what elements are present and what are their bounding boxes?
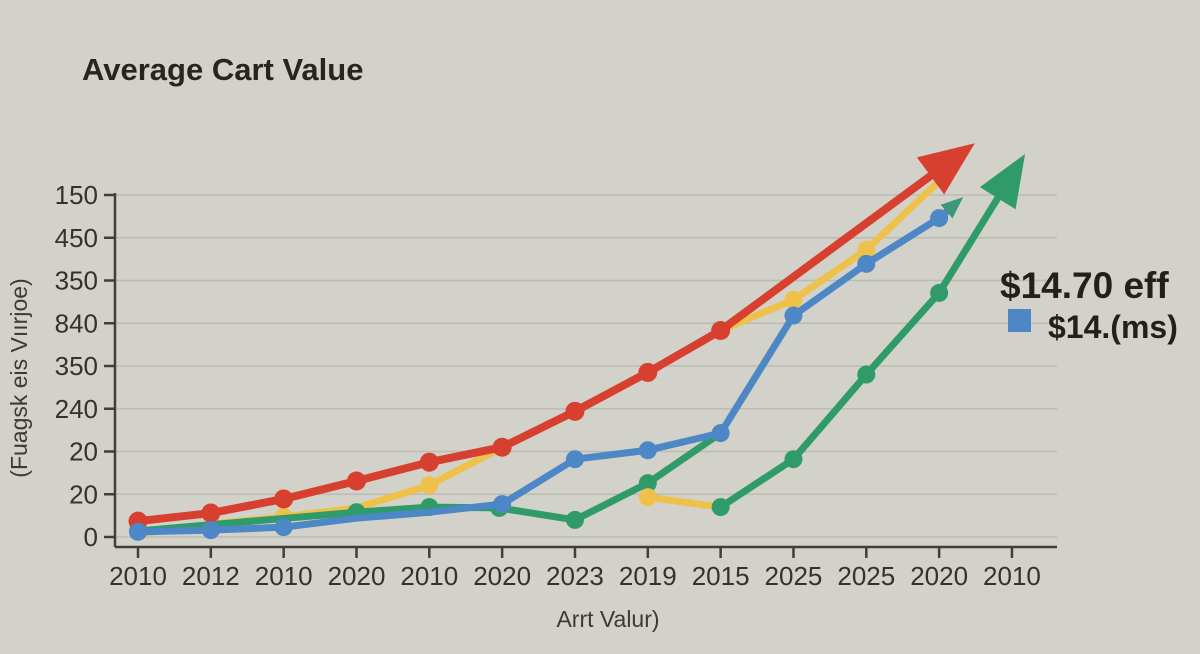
data-point [930,209,949,228]
legend: $14.70 eff $14.(ms) [1000,265,1178,345]
data-point [346,471,366,491]
y-tick-label: 240 [55,394,98,424]
x-tick-label: 2025 [765,561,823,591]
x-tick-label: 2020 [328,561,386,591]
x-tick-label: 2019 [619,561,677,591]
series-green-2-arrow-head [979,153,1026,210]
legend-value-secondary: $14.(ms) [1048,309,1178,345]
legend-value-primary: $14.70 eff [1000,265,1169,306]
x-tick-label: 2023 [546,561,604,591]
y-tick-label: 350 [55,266,98,296]
data-point [201,521,220,540]
data-point [274,489,294,509]
x-tick-label: 2010 [400,561,458,591]
x-tick-label: 2010 [983,561,1041,591]
x-tick-label: 2015 [692,561,750,591]
data-point [857,254,876,273]
chart-title: Average Cart Value [82,52,363,87]
x-tick-label: 2010 [109,561,167,591]
series-blue-line [134,208,951,536]
series-red-arrow-head [916,143,975,195]
series-blue-arrow-head [940,197,964,219]
y-tick-label: 150 [55,180,98,210]
data-point [711,321,731,341]
data-point [638,474,657,493]
x-tick-label: 2010 [255,561,313,591]
data-point [784,450,803,469]
x-tick-label: 2020 [910,561,968,591]
y-tick-label: 450 [55,223,98,253]
data-point [784,306,803,325]
y-tick-label: 0 [84,522,98,552]
data-point [857,240,876,259]
data-point [638,441,657,460]
y-tick-label: 20 [69,437,98,467]
data-point [711,424,730,443]
data-point [274,518,293,537]
series-red-line [134,171,935,526]
data-point [930,283,949,302]
data-point [129,522,147,541]
data-point [784,290,803,309]
data-point [565,401,585,421]
data-point [565,450,584,469]
y-axis-label: (Fuagsk eis Vıırjoe) [6,278,32,477]
x-axis-label: Arrt Valur) [556,606,659,632]
legend-swatch [1008,309,1031,332]
data-point [638,488,657,507]
data-point [492,437,512,457]
data-point [638,362,658,382]
y-tick-label: 350 [55,351,98,381]
x-tick-label: 2025 [837,561,895,591]
data-point [711,498,730,517]
y-tick-label: 840 [55,308,98,338]
x-tick-label: 2020 [473,561,531,591]
data-point [857,365,876,384]
series-yellow-artifact-line [644,493,725,511]
data-point [419,452,439,472]
grid-layer [116,194,1057,538]
data-point [201,503,221,523]
y-tick-label: 20 [69,479,98,509]
data-point [493,495,512,514]
x-tick-label: 2012 [182,561,240,591]
data-point [420,476,439,495]
data-point [565,510,584,529]
series-layer [128,143,1026,541]
